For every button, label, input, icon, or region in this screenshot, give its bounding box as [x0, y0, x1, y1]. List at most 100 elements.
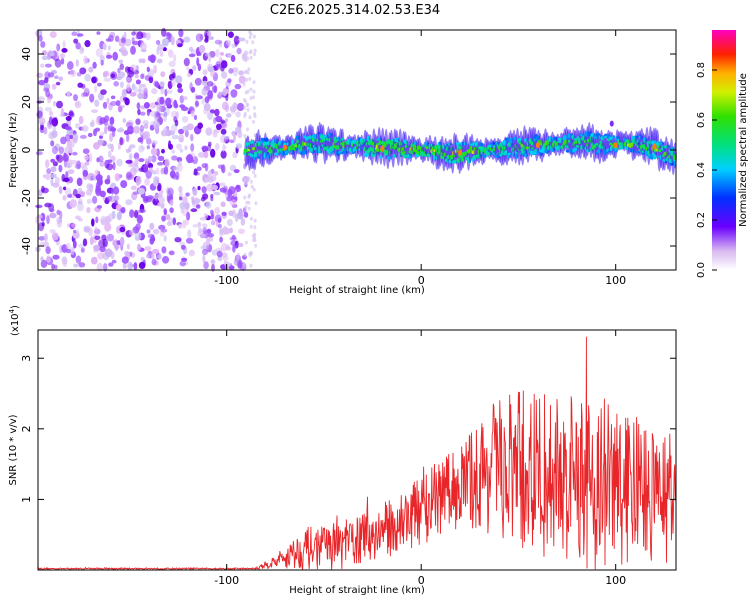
noise-blob [170, 124, 178, 133]
noise-blob [56, 219, 63, 228]
noise-blob [220, 150, 227, 159]
noise-blob [89, 93, 95, 103]
noise-blob [107, 45, 111, 51]
noise-blob [253, 114, 257, 119]
noise-blob [207, 170, 212, 178]
noise-blob [238, 243, 244, 247]
noise-blob [138, 167, 145, 172]
noise-blob [139, 111, 146, 116]
noise-blob [38, 79, 46, 86]
snr-y-tick-label: 2 [20, 425, 33, 432]
noise-blob [252, 89, 256, 94]
noise-blob [238, 228, 245, 234]
noise-blob [113, 186, 120, 195]
noise-blob [244, 240, 248, 245]
noise-blob [73, 94, 78, 102]
noise-blob [121, 37, 126, 44]
noise-blob [122, 96, 128, 102]
noise-blob [146, 137, 152, 145]
noise-blob [78, 115, 84, 125]
noise-blob [210, 220, 216, 226]
noise-blob [64, 187, 72, 196]
noise-blob [218, 224, 222, 229]
signal-band-cell [364, 152, 368, 158]
noise-blob [205, 201, 212, 209]
noise-blob [230, 54, 236, 63]
colorbar-tick-label: 0.2 [696, 212, 707, 228]
noise-blob [227, 31, 234, 38]
noise-blob [157, 155, 165, 162]
noise-blob [178, 128, 185, 135]
noise-blob [192, 65, 197, 71]
noise-blob [131, 40, 139, 46]
noise-blob [135, 35, 142, 40]
noise-blob [210, 148, 216, 158]
noise-blob [168, 49, 174, 58]
noise-blob [121, 49, 129, 57]
figure-title: C2E6.2025.314.02.53.E34 [270, 3, 440, 18]
noise-blob [210, 213, 214, 220]
noise-blob [43, 241, 49, 248]
noise-blob [125, 130, 133, 135]
noise-blob [156, 58, 163, 64]
noise-blob [93, 128, 97, 137]
noise-blob [213, 171, 219, 176]
noise-blob [253, 173, 257, 178]
noise-blob [226, 113, 232, 118]
noise-blob [54, 58, 62, 68]
noise-blob [148, 167, 153, 172]
noise-blob [243, 211, 249, 218]
noise-blob [71, 223, 77, 228]
signal-band-cell [378, 140, 382, 146]
noise-blob [113, 81, 119, 87]
noise-blob [201, 80, 209, 86]
noise-blob [220, 164, 224, 173]
noise-blob [130, 185, 137, 191]
signal-band-cell [482, 154, 486, 157]
noise-blob [99, 190, 107, 198]
noise-blob [252, 80, 256, 85]
noise-blob [135, 79, 141, 85]
noise-blob [114, 195, 120, 201]
noise-blob [236, 102, 245, 112]
noise-blob [41, 55, 49, 61]
noise-blob [104, 248, 113, 258]
noise-blob [233, 169, 240, 174]
noise-blob [115, 100, 121, 107]
noise-blob [186, 211, 191, 221]
noise-blob [229, 139, 235, 144]
noise-blob [146, 254, 150, 259]
noise-blob [216, 250, 223, 258]
noise-blob [172, 217, 176, 226]
snr-y-ticks: 1 2 3 [20, 355, 676, 503]
noise-blob [180, 106, 189, 112]
noise-blob [244, 99, 248, 104]
noise-blob [234, 83, 242, 90]
noise-blob [112, 161, 116, 171]
noise-blob [38, 35, 43, 42]
noise-blob [202, 248, 208, 256]
noise-blob [67, 169, 75, 175]
noise-blob [93, 248, 99, 253]
noise-blob [227, 78, 232, 83]
noise-blob [178, 191, 183, 198]
noise-blob [221, 211, 227, 216]
noise-blob [62, 177, 70, 182]
noise-blob [38, 117, 46, 125]
noise-blob [207, 112, 213, 121]
noise-blob [179, 201, 187, 210]
noise-blob [146, 66, 150, 73]
noise-blob [112, 51, 118, 61]
noise-blob [169, 170, 176, 179]
noise-blob [223, 227, 231, 235]
noise-blob [249, 87, 253, 92]
noise-blob [159, 96, 165, 105]
noise-blob [56, 154, 64, 163]
noise-blob [61, 48, 68, 53]
spectrogram-marks [35, 27, 677, 272]
noise-blob [243, 105, 247, 110]
noise-blob [175, 75, 183, 84]
noise-blob [83, 227, 90, 233]
noise-blob [102, 43, 107, 51]
noise-blob [160, 71, 166, 78]
